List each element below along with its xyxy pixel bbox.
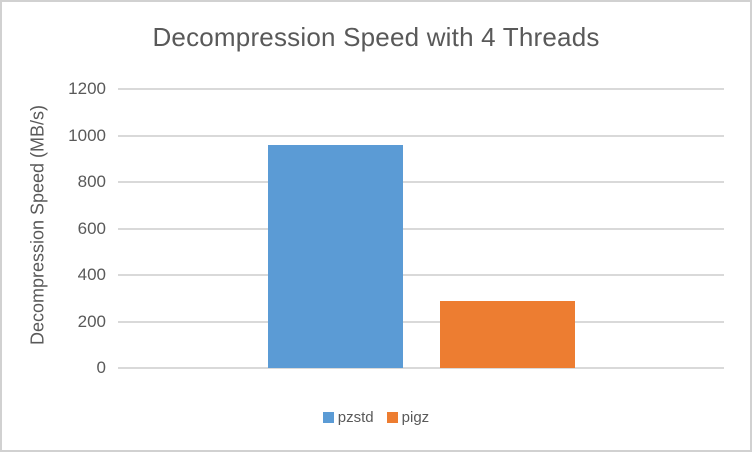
y-tick-label-400: 400 [77, 265, 106, 284]
legend-label-pigz: pigz [401, 408, 430, 426]
gridline-0 [118, 367, 724, 369]
bar-pzstd [267, 144, 403, 368]
legend-swatch-pigz [386, 411, 398, 423]
legend-swatch-pzstd [322, 411, 334, 423]
gridline-600 [118, 227, 724, 230]
legend: pzstd pigz [2, 406, 750, 428]
bars-container [118, 89, 724, 368]
gridline-400 [118, 274, 724, 276]
y-tick-label-0: 0 [96, 358, 106, 377]
y-tick-label-200: 200 [77, 311, 106, 331]
legend-item-pigz: pigz [386, 408, 430, 426]
y-tick-label-600: 600 [77, 218, 106, 238]
y-axis-tick-labels: 0 200 400 600 800 1000 1200 [2, 80, 106, 377]
gridline-800 [118, 181, 724, 183]
gridline-1200 [118, 88, 724, 90]
y-tick-label-800: 800 [77, 172, 106, 191]
plot-area [118, 88, 724, 369]
gridline-200 [118, 320, 724, 323]
chart-title: Decompression Speed with 4 Threads [152, 22, 600, 52]
y-tick-label-1000: 1000 [68, 125, 106, 145]
legend-item-pzstd: pzstd [322, 408, 374, 426]
bar-pigz [439, 300, 575, 368]
y-tick-label-1200: 1200 [68, 79, 106, 98]
legend-label-pzstd: pzstd [337, 408, 374, 426]
gridline-1000 [118, 134, 724, 137]
